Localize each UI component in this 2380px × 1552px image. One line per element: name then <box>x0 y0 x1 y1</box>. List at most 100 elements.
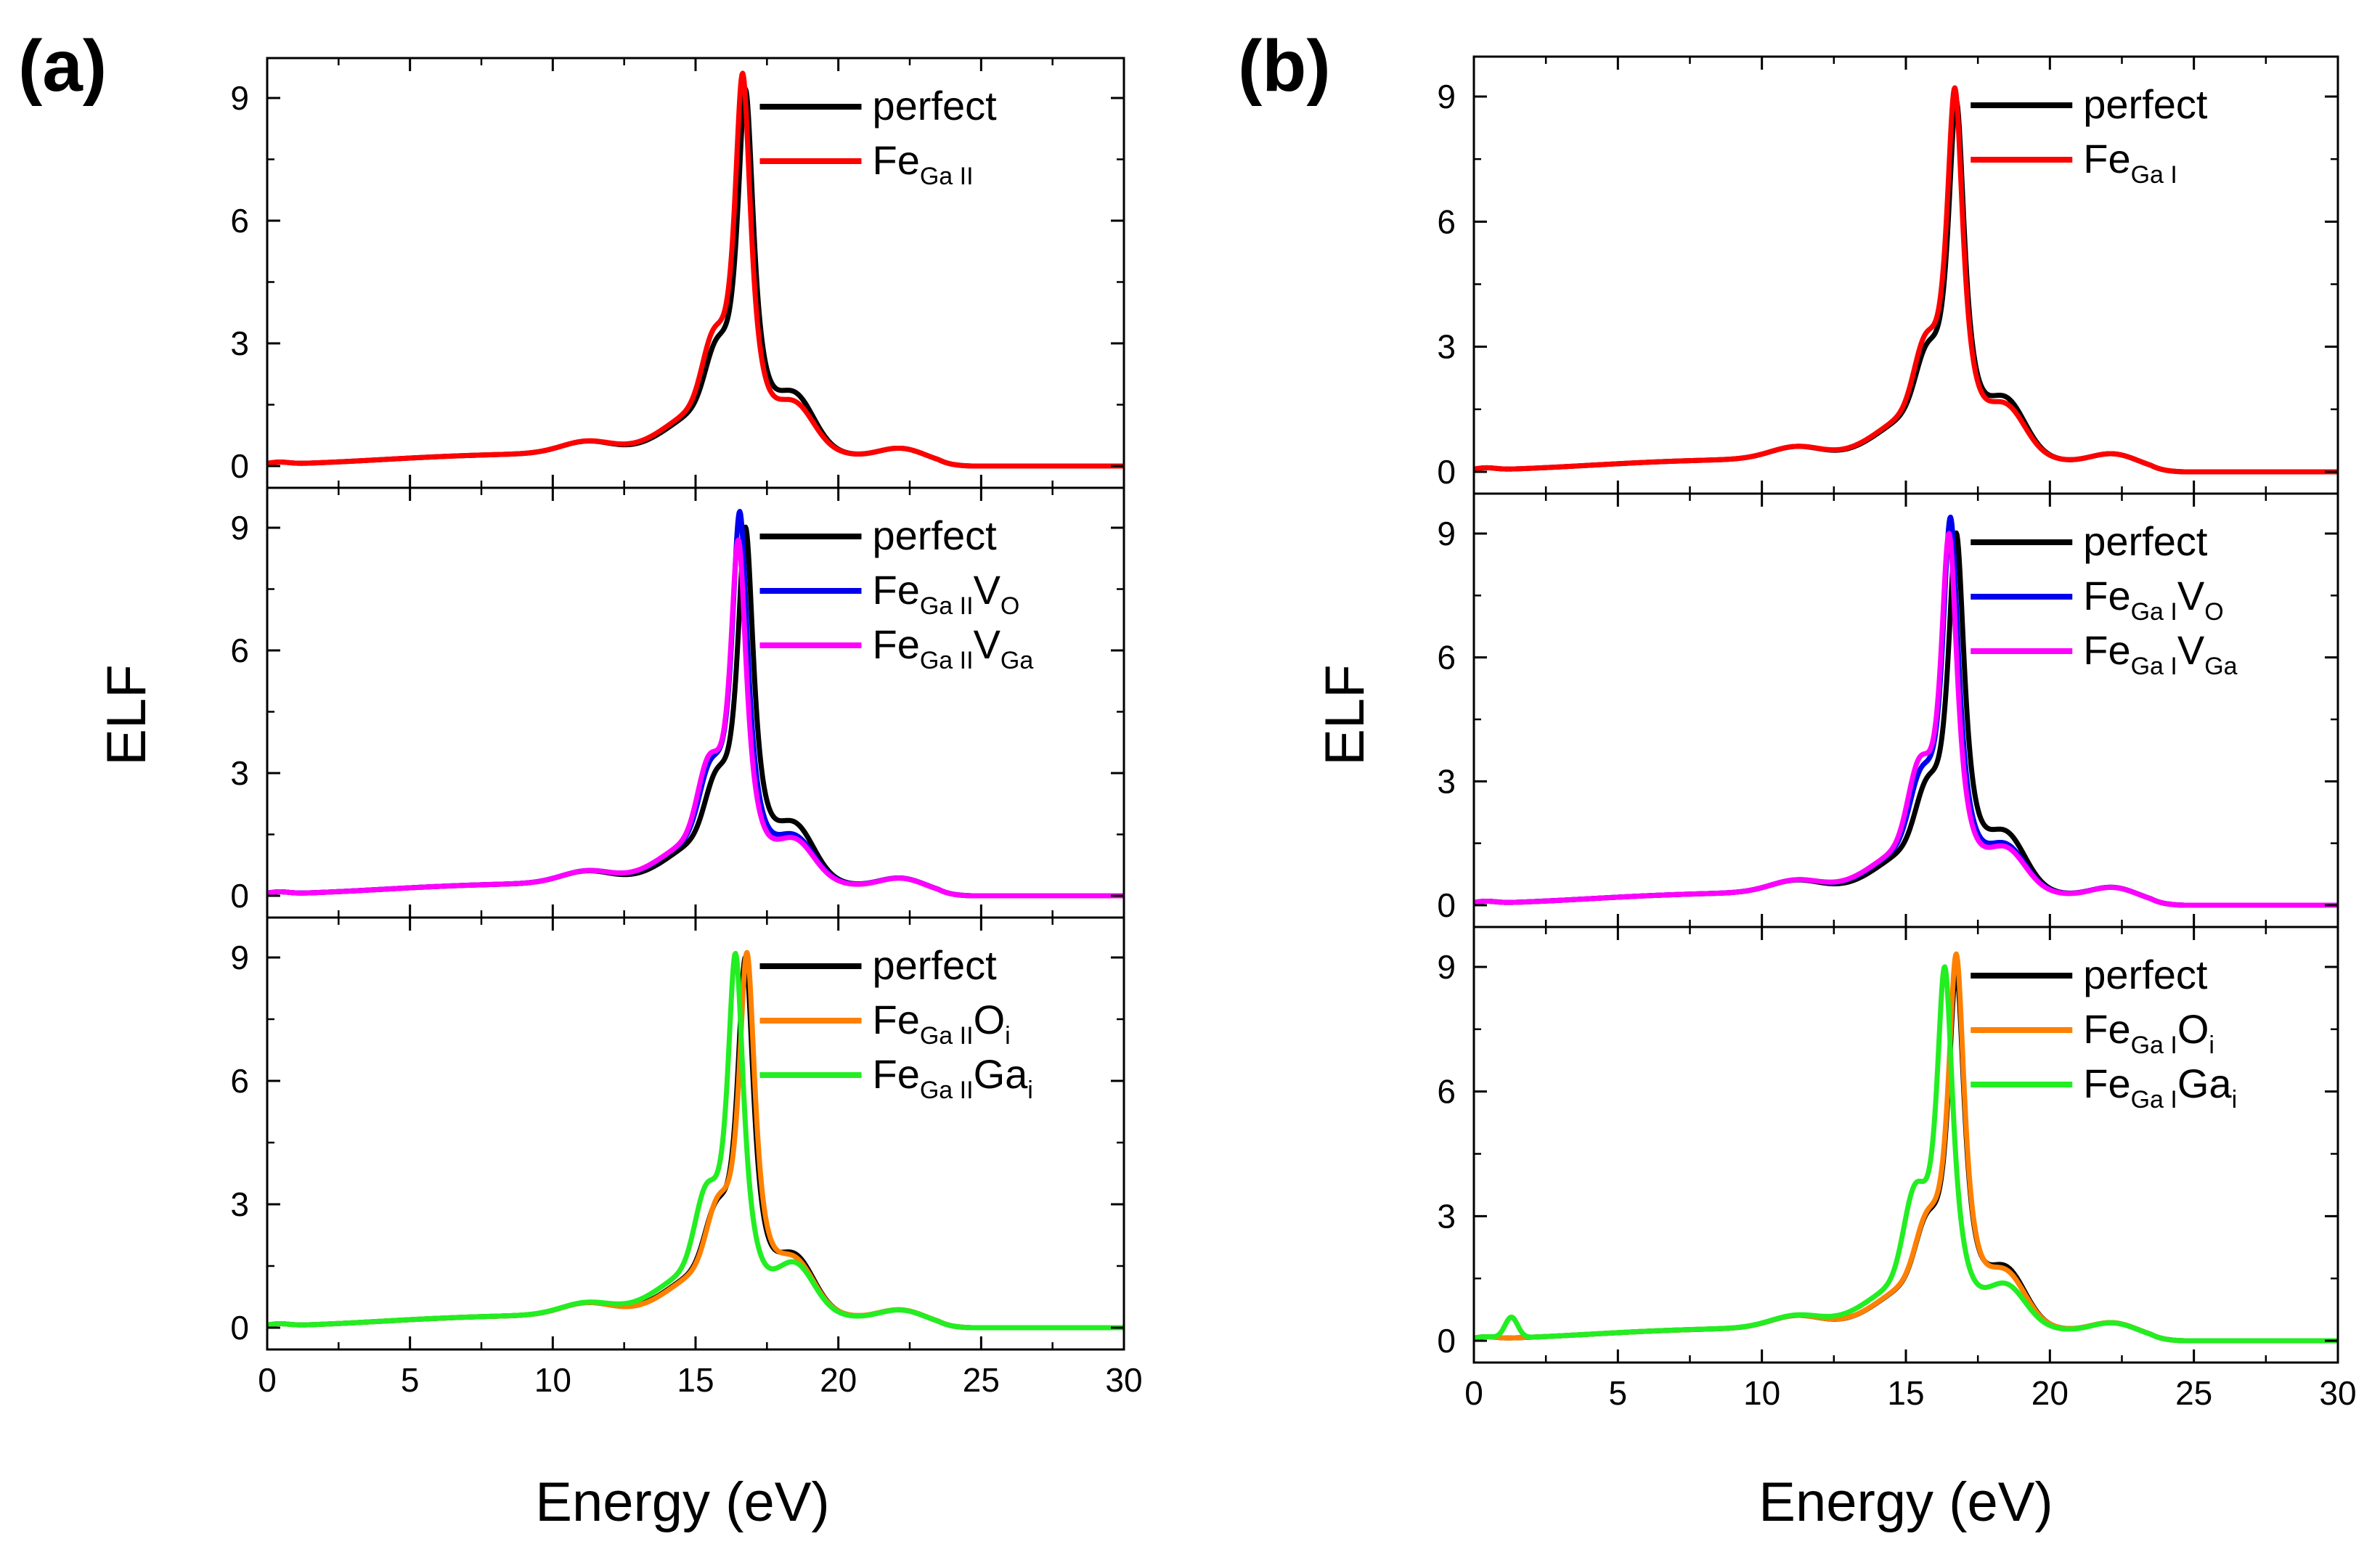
pb-middle-ytick-label: 3 <box>1437 762 1456 800</box>
legend-text-part: Ga II <box>920 163 974 190</box>
pb-bottom-frame <box>1472 926 2339 1364</box>
pb-bottom-xtick-label: 5 <box>1609 1374 1628 1412</box>
pb-middle-ytick-label: 0 <box>1437 886 1456 924</box>
pa-bottom-xtick-label: 20 <box>820 1361 857 1399</box>
panel-a-ylabel: ELF <box>96 664 158 765</box>
pa-bottom-xtick-label: 5 <box>401 1361 420 1399</box>
legend-text-part: Ga I <box>2131 1086 2177 1114</box>
pa-bottom-legend-label: FeGa IIOi <box>873 997 1011 1050</box>
pb-top-ytick-label: 9 <box>1437 78 1456 115</box>
pb-middle-legend-label: FeGa IVGa <box>2083 627 2237 680</box>
panel-b-ylabel: ELF <box>1314 664 1376 765</box>
pb-bottom-xtick-label: 25 <box>2175 1374 2212 1412</box>
pb-middle-legend-label: perfect <box>2083 518 2208 564</box>
legend-text-part: perfect <box>873 512 998 558</box>
pb-bottom-xtick-label: 30 <box>2319 1374 2356 1412</box>
legend-text-part: Ga I <box>2131 653 2177 680</box>
pa-bottom-xtick-label: 30 <box>1105 1361 1142 1399</box>
pa-bottom-series-line-2 <box>267 950 1124 1331</box>
legend-text-part: Ga <box>2204 653 2237 680</box>
panel-b-label: (b) <box>1238 25 1331 107</box>
legend-text-part: Ga <box>1001 647 1033 674</box>
legend-text-part: Fe <box>873 137 920 183</box>
legend-text-part: Ga II <box>920 647 974 674</box>
pb-bottom-legend-label: perfect <box>2083 952 2208 997</box>
panel-a-xlabel: Energy (eV) <box>535 1471 830 1533</box>
legend-text-part: perfect <box>2083 952 2208 997</box>
pb-bottom-ytick-label: 3 <box>1437 1197 1456 1235</box>
pa-top-legend-label: perfect <box>873 83 998 128</box>
legend-text-part: Fe <box>2083 627 2130 673</box>
pb-top-subplot: 0 3 6 9 perfect FeGa I <box>1437 55 2339 495</box>
pa-middle-ytick-label: 9 <box>230 509 249 547</box>
legend-text-part: O <box>974 997 1006 1042</box>
pb-middle-series-line-0 <box>1474 530 2338 908</box>
pb-middle-frame <box>1472 492 2339 928</box>
legend-text-part: Ga II <box>920 1077 974 1104</box>
pa-bottom-ytick-label: 3 <box>230 1185 249 1223</box>
legend-text-part: Ga I <box>2131 1032 2177 1059</box>
pa-top-series-line-1 <box>267 70 1124 469</box>
legend-text-part: V <box>2177 627 2205 673</box>
pb-bottom-xtick-label: 0 <box>1464 1374 1483 1412</box>
pb-bottom-xtick-label: 20 <box>2031 1374 2069 1412</box>
pb-bottom-xtick-label: 15 <box>1887 1374 1924 1412</box>
pb-bottom-legend-label: FeGa IGai <box>2083 1061 2237 1114</box>
pb-top-ytick-label: 6 <box>1437 203 1456 240</box>
pa-middle-ytick-label: 6 <box>230 632 249 669</box>
pa-middle-ytick-label: 0 <box>230 877 249 915</box>
legend-text-part: Fe <box>873 621 920 667</box>
pa-bottom-xtick-label: 10 <box>534 1361 571 1399</box>
legend-text-part: Fe <box>873 997 920 1042</box>
pa-middle-series-line-2 <box>267 537 1124 899</box>
pb-middle-ytick-label: 9 <box>1437 515 1456 552</box>
pb-middle-series-line-2 <box>1474 531 2338 908</box>
pa-bottom-ytick-label: 0 <box>230 1309 249 1347</box>
panel-b-xlabel: Energy (eV) <box>1758 1471 2053 1533</box>
pa-top-ytick-label: 3 <box>230 324 249 362</box>
legend-text-part: O <box>1001 592 1019 620</box>
legend-text-part: O <box>2177 1006 2209 1052</box>
legend-text-part: Ga II <box>920 1022 974 1050</box>
legend-text-part: i <box>1005 1022 1011 1050</box>
pb-middle-legend-label: FeGa IVO <box>2083 573 2223 626</box>
pa-middle-legend-label: FeGa IIVO <box>873 567 1020 620</box>
legend-text-part: V <box>974 621 1001 667</box>
pa-bottom-xtick-label: 15 <box>677 1361 714 1399</box>
pa-top-subplot: 0 3 6 9 perfect FeGa II <box>230 57 1125 489</box>
pb-middle-series-line-1 <box>1474 514 2338 908</box>
pa-top-ytick-label: 0 <box>230 447 249 485</box>
pb-top-frame <box>1472 55 2339 495</box>
pb-middle-ytick-label: 6 <box>1437 639 1456 677</box>
pb-top-legend-label: perfect <box>2083 81 2208 127</box>
pa-bottom-legend-label: FeGa IIGai <box>873 1051 1033 1104</box>
legend-text-part: Ga <box>2177 1061 2233 1106</box>
pb-bottom-legend-label: FeGa IOi <box>2083 1006 2214 1059</box>
legend-text-part: perfect <box>2083 81 2208 127</box>
legend-text-part: perfect <box>2083 518 2208 564</box>
legend-text-part: Fe <box>2083 136 2130 181</box>
pa-bottom-xtick-label: 25 <box>963 1361 1000 1399</box>
pa-bottom-legend-label: perfect <box>873 942 998 988</box>
pa-top-legend-label: FeGa II <box>873 137 974 190</box>
legend-text-part: perfect <box>873 942 998 988</box>
pa-bottom-ytick-label: 6 <box>230 1062 249 1100</box>
legend-text-part: V <box>974 567 1001 613</box>
pb-top-ytick-label: 3 <box>1437 328 1456 366</box>
legend-text-part: V <box>2177 573 2205 618</box>
legend-text-part: Fe <box>2083 1006 2130 1052</box>
panel-a-label: (a) <box>18 25 107 107</box>
pb-bottom-ytick-label: 6 <box>1437 1073 1456 1111</box>
pb-top-ytick-label: 0 <box>1437 453 1456 491</box>
pa-top-ytick-label: 9 <box>230 79 249 117</box>
pa-top-series-line-0 <box>267 86 1124 469</box>
pb-top-series-line-1 <box>1474 85 2338 475</box>
pb-top-series-line-0 <box>1474 97 2338 475</box>
pa-middle-ytick-label: 3 <box>230 754 249 792</box>
pa-top-ytick-label: 6 <box>230 202 249 240</box>
legend-text-part: i <box>2232 1086 2238 1114</box>
